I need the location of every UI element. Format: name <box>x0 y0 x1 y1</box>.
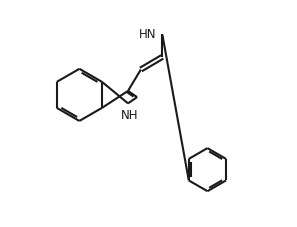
Text: NH: NH <box>120 109 138 122</box>
Text: HN: HN <box>139 28 157 41</box>
